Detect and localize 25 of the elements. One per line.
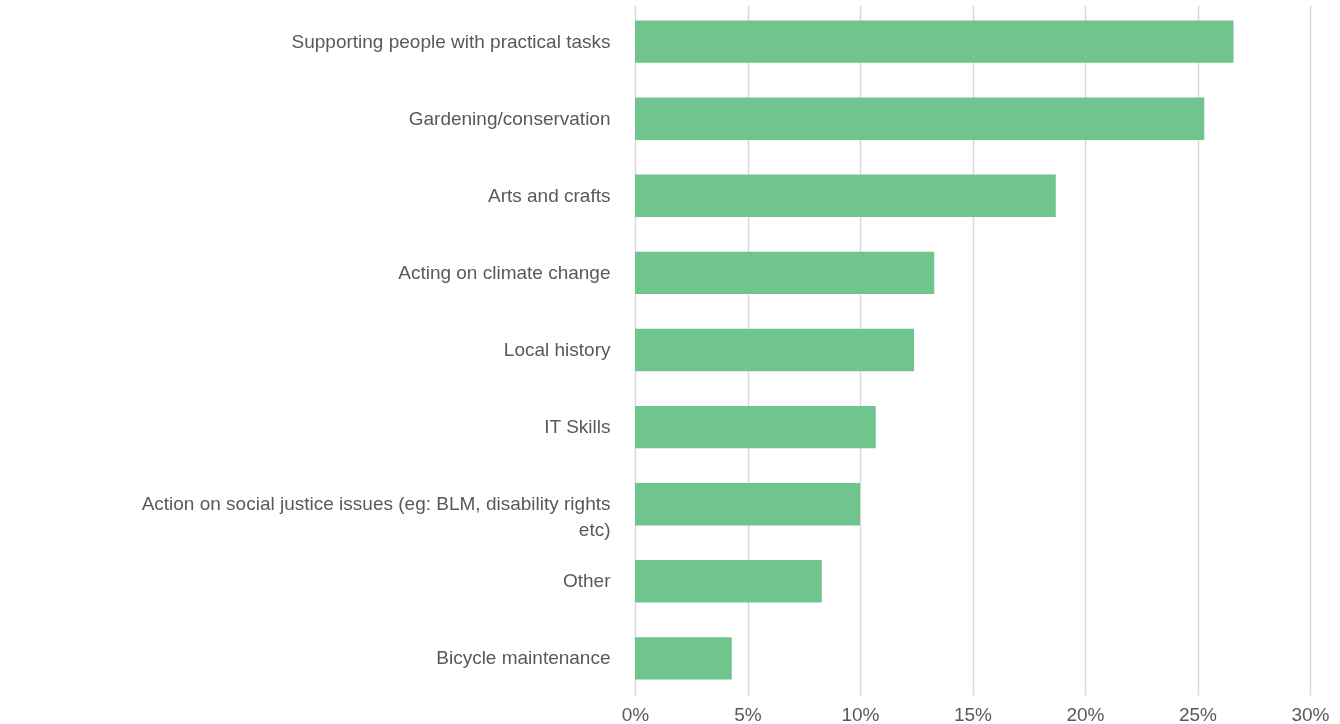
bar: [635, 20, 1234, 63]
bar: [635, 482, 860, 526]
bar: [635, 405, 876, 449]
bar: [635, 560, 822, 603]
x-tick-label: 30%: [1291, 703, 1330, 724]
bar: [635, 97, 1205, 140]
y-tick-label: Bicycle maintenance: [436, 647, 611, 669]
y-tick-label: Other: [562, 570, 612, 592]
x-tick-label: 10%: [841, 703, 880, 724]
y-tick-label: IT Skills: [544, 416, 611, 438]
y-tick-label: Gardening/conservation: [408, 107, 611, 129]
bar: [635, 637, 732, 680]
bar: [635, 251, 935, 295]
y-tick-label: Local history: [503, 339, 611, 360]
y-tick-label: Action on social justice issues (eg: BLM, disability rights etc): [141, 493, 611, 541]
x-tick-label: 20%: [1066, 703, 1105, 724]
x-tick-label: 25%: [1178, 703, 1218, 724]
y-tick-label: Arts and crafts: [488, 184, 611, 206]
x-tick-label: 0%: [621, 703, 650, 724]
x-tick-label: 5%: [734, 703, 762, 724]
bar: [635, 328, 914, 372]
bar: [635, 174, 1056, 218]
y-tick-label: Acting on climate change: [398, 261, 611, 283]
y-tick-label: Supporting people with practical tasks: [291, 30, 611, 52]
x-tick-label: 15%: [953, 703, 993, 724]
